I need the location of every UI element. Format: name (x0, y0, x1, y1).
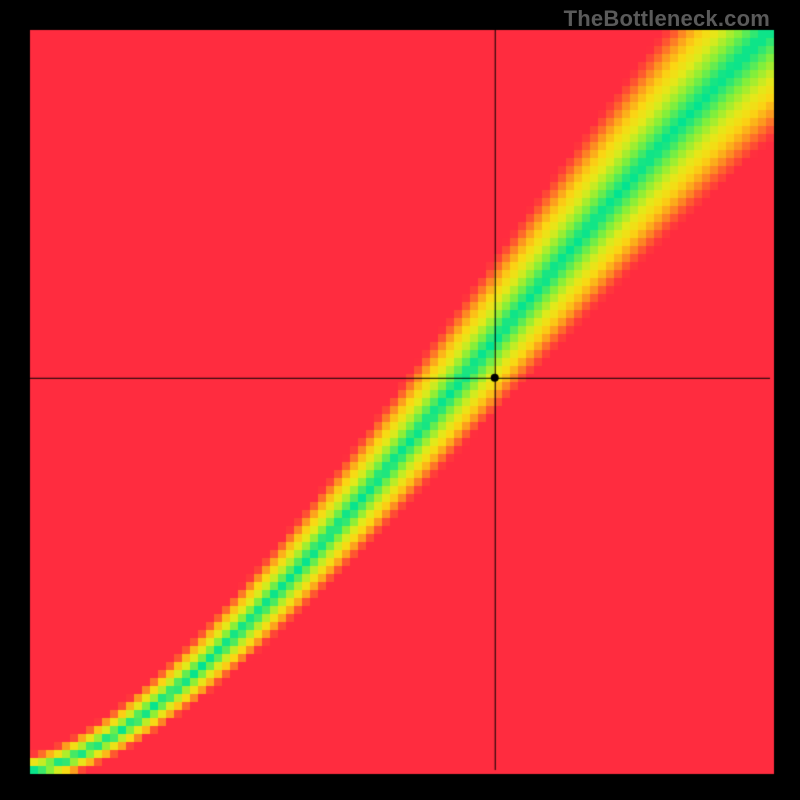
bottleneck-heatmap (0, 0, 800, 800)
watermark-text: TheBottleneck.com (564, 6, 770, 32)
chart-container: TheBottleneck.com (0, 0, 800, 800)
